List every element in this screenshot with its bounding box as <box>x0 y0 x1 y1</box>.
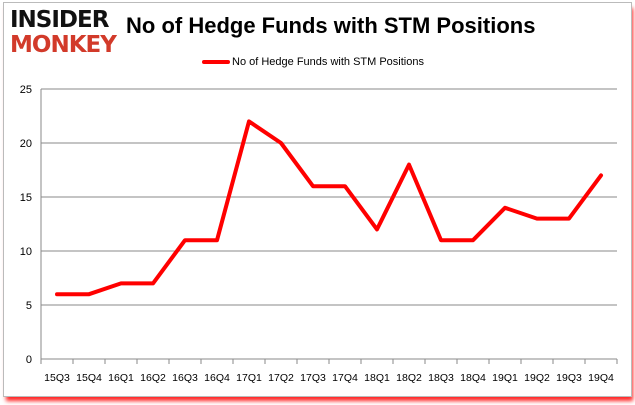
data-point <box>151 281 155 285</box>
x-tick-label: 17Q3 <box>300 372 326 384</box>
y-tick-label: 25 <box>20 84 32 96</box>
data-point <box>311 184 315 188</box>
x-tick-label: 16Q2 <box>140 372 166 384</box>
data-point <box>567 217 571 221</box>
data-point <box>279 141 283 145</box>
x-tick-label: 19Q1 <box>492 372 518 384</box>
x-tick-label: 15Q3 <box>44 372 70 384</box>
x-tick-label: 19Q2 <box>524 372 550 384</box>
x-tick-label: 17Q4 <box>332 372 358 384</box>
data-point <box>247 119 251 123</box>
series-line <box>55 119 603 297</box>
insider-monkey-logo: INSIDER MONKEY <box>10 7 122 58</box>
x-tick-label: 18Q2 <box>396 372 422 384</box>
legend-label: No of Hedge Funds with STM Positions <box>232 56 424 68</box>
logo-line-1: INSIDER <box>10 7 109 33</box>
data-point <box>599 173 603 177</box>
x-tick-label: 16Q1 <box>108 372 134 384</box>
x-tick-label: 15Q4 <box>76 372 102 384</box>
plot-area: 0 5 10 15 20 25 15Q3 15Q4 16Q1 16Q2 16Q3 16Q4 17Q1 17… <box>20 84 618 384</box>
data-point <box>407 163 411 167</box>
x-tick-label: 17Q2 <box>268 372 294 384</box>
chart-frame: INSIDER MONKEY No of Hedge Funds with ST… <box>3 2 632 397</box>
x-tick-label: 18Q1 <box>364 372 390 384</box>
chart-title: No of Hedge Funds with STM Positions <box>126 13 536 38</box>
x-tick-label: 18Q3 <box>428 372 454 384</box>
y-tick-label: 0 <box>26 354 32 366</box>
data-point <box>87 292 91 296</box>
logo-line-2: MONKEY <box>10 32 117 58</box>
data-point <box>119 281 123 285</box>
y-tick-label: 5 <box>26 300 32 312</box>
x-tick-label: 16Q4 <box>204 372 230 384</box>
x-tick-label: 19Q4 <box>588 372 614 384</box>
data-point <box>535 217 539 221</box>
y-tick-label: 20 <box>20 138 32 150</box>
x-tick-label: 19Q3 <box>556 372 582 384</box>
data-point <box>471 238 475 242</box>
x-tick-label: 16Q3 <box>172 372 198 384</box>
data-point <box>375 227 379 231</box>
y-tick-label: 10 <box>20 246 32 258</box>
data-point <box>215 238 219 242</box>
data-point <box>343 184 347 188</box>
y-tick-label: 15 <box>20 192 32 204</box>
data-point <box>439 238 443 242</box>
legend-swatch <box>202 60 230 64</box>
data-point <box>183 238 187 242</box>
x-tick-label: 17Q1 <box>236 372 262 384</box>
x-tick-label: 18Q4 <box>460 372 486 384</box>
data-point <box>503 206 507 210</box>
data-point <box>55 292 59 296</box>
legend: No of Hedge Funds with STM Positions <box>202 56 424 68</box>
